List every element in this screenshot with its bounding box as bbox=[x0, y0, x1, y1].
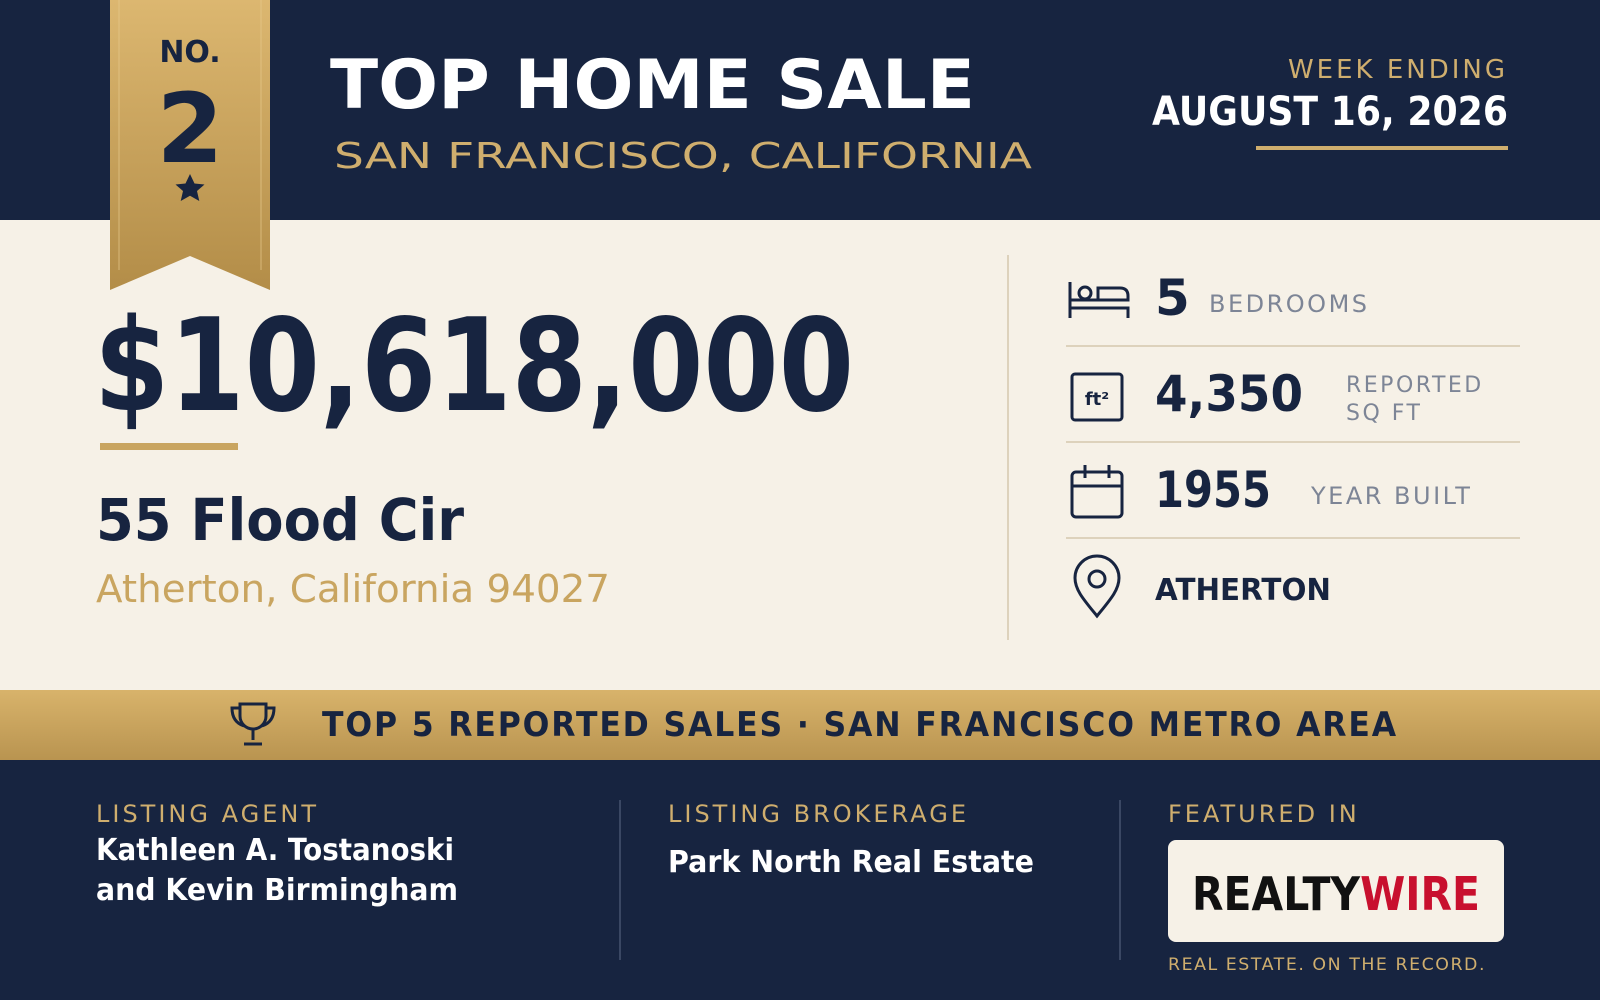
ribbon-prefix: NO. bbox=[159, 35, 220, 70]
agent-label: LISTING AGENT bbox=[96, 800, 319, 828]
subtitle: SAN FRANCISCO, CALIFORNIA bbox=[334, 136, 1032, 177]
price-underline bbox=[100, 443, 238, 450]
stat-label: SQ FT bbox=[1346, 401, 1422, 426]
logo-part: REALTY bbox=[1192, 867, 1361, 921]
banner-text: TOP 5 REPORTED SALES · SAN FRANCISCO MET… bbox=[322, 705, 1398, 745]
stat-label: YEAR BUILT bbox=[1310, 482, 1472, 510]
featured-label: FEATURED IN bbox=[1168, 800, 1360, 828]
pin-icon bbox=[1073, 554, 1121, 619]
area-icon-label: ft² bbox=[1085, 389, 1109, 410]
stat-label: BEDROOMS bbox=[1209, 290, 1370, 318]
stat-value: 1955 bbox=[1155, 461, 1271, 519]
date-underline bbox=[1256, 146, 1508, 150]
week-label: WEEK ENDING bbox=[1288, 55, 1508, 85]
logo-box bbox=[1168, 840, 1504, 942]
ribbon-rank: 2 bbox=[157, 73, 224, 185]
ribbon-star bbox=[175, 174, 205, 201]
tagline: REAL ESTATE. ON THE RECORD. bbox=[1168, 955, 1486, 975]
logo-part: WIRE bbox=[1360, 867, 1480, 921]
stat-label: REPORTED bbox=[1346, 373, 1484, 398]
ribbon bbox=[110, 0, 270, 290]
calendar-icon bbox=[1070, 465, 1124, 519]
bed-icon bbox=[1068, 282, 1130, 318]
price: $10,618,000 bbox=[94, 292, 854, 441]
city: Atherton, California 94027 bbox=[96, 567, 610, 611]
stat-value: ATHERTON bbox=[1155, 573, 1331, 608]
agent-name: and Kevin Birmingham bbox=[96, 873, 458, 908]
stat-value: 4,350 bbox=[1155, 365, 1303, 423]
stat-value: 5 bbox=[1155, 269, 1190, 327]
logo: REALTYWIRE bbox=[1192, 867, 1480, 921]
trophy-icon bbox=[230, 702, 276, 746]
agent-name: Kathleen A. Tostanoski bbox=[96, 833, 454, 868]
body-bg bbox=[0, 220, 1600, 690]
week-date: AUGUST 16, 2026 bbox=[1152, 89, 1508, 135]
brokerage-name: Park North Real Estate bbox=[668, 845, 1034, 880]
brokerage-label: LISTING BROKERAGE bbox=[668, 800, 969, 828]
area-icon bbox=[1070, 372, 1124, 422]
title: TOP HOME SALE bbox=[330, 46, 975, 125]
address: 55 Flood Cir bbox=[96, 486, 464, 554]
